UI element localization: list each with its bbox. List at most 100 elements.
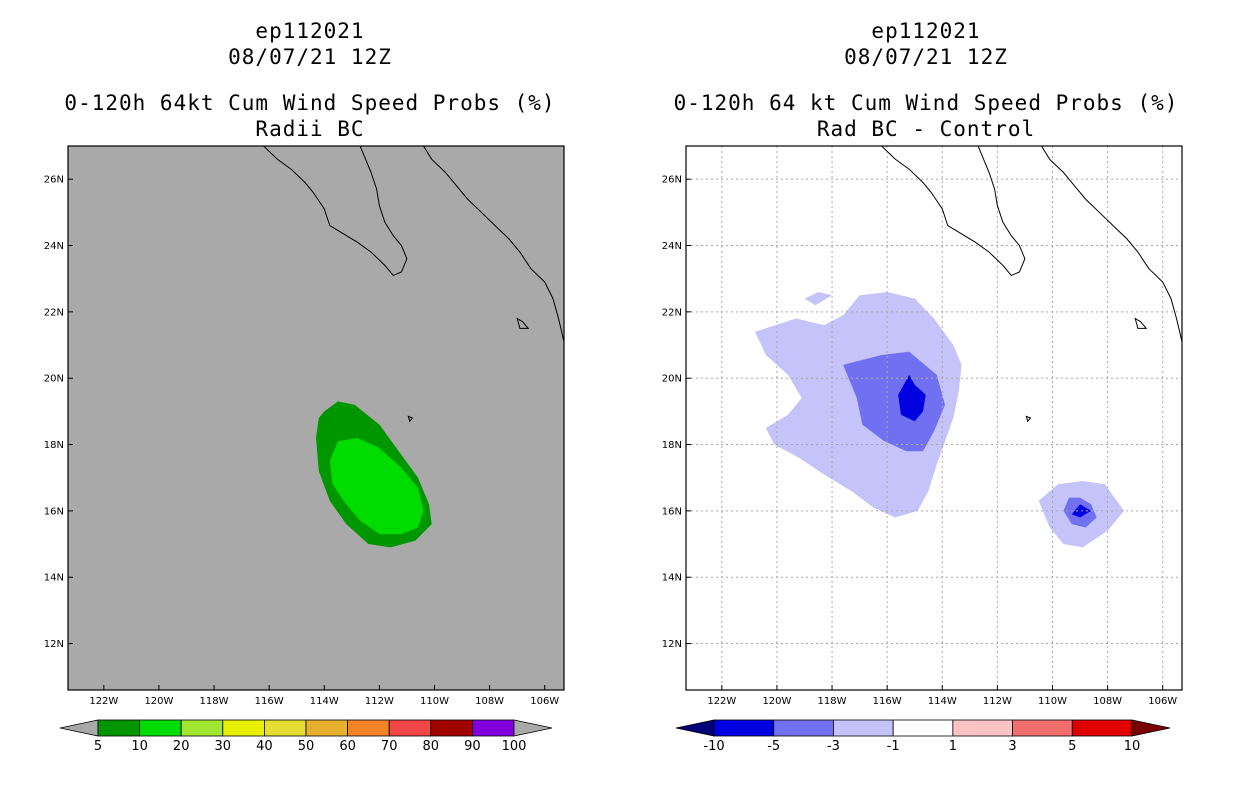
left-panel-label: Radii BC bbox=[255, 117, 365, 141]
right-colorbar-label: -3 bbox=[827, 739, 840, 754]
right-colorbar-label: 1 bbox=[949, 739, 957, 754]
right-colorbar-label: 10 bbox=[1124, 739, 1141, 754]
left-colorbar-label: 20 bbox=[173, 739, 190, 754]
right-y-tick-label: 22N bbox=[662, 307, 682, 318]
right-colorbar-swatch bbox=[1071, 719, 1133, 737]
right-x-tick-label: 110W bbox=[1038, 696, 1067, 707]
left-colorbar-label: 50 bbox=[298, 739, 315, 754]
left-y-tick-label: 12N bbox=[44, 639, 64, 650]
right-x-tick-label: 120W bbox=[762, 696, 791, 707]
left-colorbar-swatch bbox=[347, 719, 390, 737]
left-colorbar-under bbox=[59, 719, 99, 737]
left-y-tick-label: 22N bbox=[44, 307, 64, 318]
right-x-tick-label: 122W bbox=[707, 696, 736, 707]
right-colorbar-label: 3 bbox=[1008, 739, 1016, 754]
left-y-tick-label: 24N bbox=[44, 241, 64, 252]
left-coastline-1 bbox=[423, 146, 564, 359]
right-map-frame bbox=[685, 145, 1183, 691]
left-title-block: ep112021 08/07/21 12Z bbox=[20, 18, 600, 70]
right-island-0 bbox=[1134, 317, 1148, 329]
right-colorbar-swatch bbox=[1012, 719, 1073, 737]
left-x-tick-label: 106W bbox=[530, 696, 559, 707]
right-x-tick-label: 114W bbox=[928, 696, 957, 707]
left-colorbar-label: 30 bbox=[215, 739, 232, 754]
right-product-title: 0-120h 64 kt Cum Wind Speed Probs (%) bbox=[673, 91, 1179, 115]
left-colorbar-swatch bbox=[263, 719, 307, 737]
right-colorbar-label: -5 bbox=[767, 739, 780, 754]
left-colorbar-label: 10 bbox=[131, 739, 148, 754]
left-datetime: 08/07/21 12Z bbox=[228, 45, 392, 69]
left-y-tick-label: 26N bbox=[44, 175, 64, 186]
left-x-tick-label: 108W bbox=[475, 696, 504, 707]
right-colorbar-label: -1 bbox=[887, 739, 900, 754]
left-colorbar-swatch bbox=[222, 719, 265, 737]
right-y-tick-label: 12N bbox=[662, 639, 682, 650]
right-colorbar-swatch bbox=[892, 719, 954, 737]
left-map-content bbox=[263, 146, 564, 548]
left-x-tick-label: 110W bbox=[420, 696, 449, 707]
left-island-0 bbox=[516, 317, 530, 329]
right-colorbar: -10 -5 -3 -1 1 3 5 10 bbox=[675, 719, 1171, 754]
right-colorbar-swatch bbox=[773, 719, 834, 737]
left-y-tick-label: 14N bbox=[44, 573, 64, 584]
right-title-block: ep112021 08/07/21 12Z bbox=[636, 18, 1216, 70]
left-colorbar-swatch bbox=[180, 719, 224, 737]
right-x-tick-label: 108W bbox=[1093, 696, 1122, 707]
right-contour-5 bbox=[898, 374, 926, 422]
right-y-tick-label: 18N bbox=[662, 440, 682, 451]
right-colorbar-under bbox=[675, 719, 715, 737]
right-y-tick-label: 16N bbox=[662, 506, 682, 517]
left-colorbar-label: 100 bbox=[502, 739, 527, 754]
left-colorbar-label: 60 bbox=[339, 739, 356, 754]
left-y-tick-label: 18N bbox=[44, 440, 64, 451]
left-colorbar-swatch bbox=[471, 719, 515, 737]
right-datetime: 08/07/21 12Z bbox=[844, 45, 1008, 69]
left-colorbar-label: 5 bbox=[94, 739, 102, 754]
right-x-tick-label: 116W bbox=[873, 696, 902, 707]
right-y-tick-label: 26N bbox=[662, 175, 682, 186]
left-y-tick-label: 16N bbox=[44, 506, 64, 517]
left-colorbar-over bbox=[513, 719, 553, 737]
right-y-tick-label: 24N bbox=[662, 241, 682, 252]
right-x-tick-label: 112W bbox=[983, 696, 1012, 707]
left-storm-id: ep112021 bbox=[255, 19, 365, 43]
left-x-tick-label: 112W bbox=[365, 696, 394, 707]
left-x-tick-label: 120W bbox=[144, 696, 173, 707]
left-colorbar-label: 80 bbox=[423, 739, 440, 754]
left-colorbar-swatch bbox=[430, 719, 473, 737]
left-x-tick-label: 116W bbox=[255, 696, 284, 707]
left-colorbar-swatch bbox=[139, 719, 182, 737]
left-island-1 bbox=[407, 415, 414, 423]
right-colorbar-label: 5 bbox=[1068, 739, 1076, 754]
left-coastline-0 bbox=[263, 146, 408, 277]
right-colorbar-swatch bbox=[833, 719, 894, 737]
right-y-tick-label: 14N bbox=[662, 573, 682, 584]
right-contour-1 bbox=[804, 292, 832, 306]
left-colorbar-label: 40 bbox=[256, 739, 273, 754]
right-island-1 bbox=[1025, 415, 1032, 423]
left-contour-1 bbox=[329, 437, 424, 535]
right-x-tick-label: 106W bbox=[1148, 696, 1177, 707]
left-colorbar-label: 90 bbox=[464, 739, 481, 754]
right-storm-id: ep112021 bbox=[871, 19, 981, 43]
left-product-title: 0-120h 64kt Cum Wind Speed Probs (%) bbox=[64, 91, 556, 115]
right-contour-3 bbox=[843, 351, 945, 452]
right-subtitle-block: 0-120h 64 kt Cum Wind Speed Probs (%) Ra… bbox=[636, 90, 1216, 142]
right-map-panel: 122W 120W 118W 116W 114W 112W 110W 108W 106W 12N 1… bbox=[662, 145, 1183, 707]
left-colorbar-swatch bbox=[305, 719, 348, 737]
left-y-tick-label: 20N bbox=[44, 374, 64, 385]
right-map-content bbox=[686, 146, 1182, 690]
right-colorbar-over bbox=[1131, 719, 1171, 737]
right-colorbar-label: -10 bbox=[703, 739, 724, 754]
left-x-tick-label: 118W bbox=[200, 696, 229, 707]
left-x-tick-label: 122W bbox=[89, 696, 118, 707]
right-x-tick-label: 118W bbox=[818, 696, 847, 707]
left-map-frame bbox=[67, 145, 565, 691]
right-y-tick-label: 20N bbox=[662, 374, 682, 385]
left-subtitle-block: 0-120h 64kt Cum Wind Speed Probs (%) Rad… bbox=[20, 90, 600, 142]
left-colorbar-label: 70 bbox=[381, 739, 398, 754]
left-colorbar-swatch bbox=[388, 719, 432, 737]
right-colorbar-swatch bbox=[952, 719, 1013, 737]
right-colorbar-swatch bbox=[713, 719, 775, 737]
